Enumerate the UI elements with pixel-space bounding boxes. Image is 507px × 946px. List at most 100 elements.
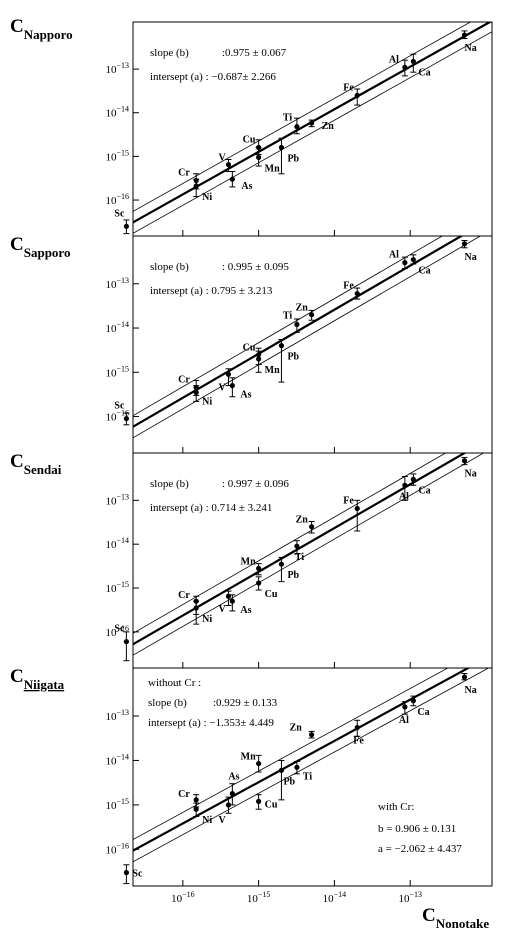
point-mn [256,154,262,160]
point-al [402,482,408,488]
label-fe: Fe [343,281,354,292]
label-sc: Sc [114,401,125,412]
label-ti: Ti [295,552,304,563]
point-al [402,704,408,710]
panel-ylabel: CNapporo [10,16,73,42]
label-cr: Cr [178,375,190,386]
fit-line [133,22,492,224]
point-pb [278,561,285,567]
panel-ylabel: CSendai [10,451,62,477]
annotation-slope: slope (b) [150,478,189,490]
label-sc: Sc [114,208,125,219]
label-cr: Cr [178,789,190,800]
label-cr: Cr [178,168,190,179]
label-as: As [228,772,239,783]
label-v: V [218,604,226,615]
label-pb: Pb [283,776,295,787]
label-ti: Ti [283,311,292,322]
point-zn [309,524,315,530]
label-ni: Ni [202,614,212,625]
panel-ylabel: CNiigata [10,666,65,692]
y-tick-label: 10−15 [105,148,129,163]
label-mn: Mn [241,752,256,763]
label-ca: Ca [418,67,430,78]
label-cu: Cu [243,343,256,354]
y-tick-label: 10−14 [105,752,129,767]
label-mn: Mn [265,163,280,174]
label-mn: Mn [241,556,256,567]
label-fe: Fe [343,82,354,93]
point-ni [193,389,199,396]
label-zn: Zn [296,303,309,314]
annotation-slope: slope (b) [148,697,187,709]
point-as [229,176,235,182]
label-pb: Pb [287,570,299,581]
point-v [225,161,232,168]
panel-frame [132,667,493,887]
label-mn: Mn [265,365,280,376]
fit-lines [133,22,492,234]
y-tick-label: 10−15 [105,797,129,812]
point-cu [256,798,262,804]
x-tick-label: 10−14 [323,890,347,905]
label-as: As [240,605,251,616]
point-na [461,458,468,464]
point-sc [123,638,129,645]
y-tick-label: 10−15 [105,580,129,595]
label-ni: Ni [202,396,212,407]
point-fe [354,724,360,731]
confidence-upper [133,453,447,634]
label-as: As [240,390,251,401]
label-cu: Cu [265,799,278,810]
y-tick-label: 10−14 [105,536,129,551]
x-tick-label: 10−15 [247,890,271,905]
label-sc: Sc [114,624,125,635]
label-fe: Fe [343,496,354,507]
point-zn [309,732,315,738]
annotation-slope: slope (b) [150,47,189,59]
fit-line [133,236,464,429]
annotation-intercept: intersept (a) : −0.687± 2.266 [150,71,276,83]
point-v [225,371,232,377]
confidence-upper [133,668,449,841]
point-pb [278,767,285,773]
point-sc [123,415,129,422]
label-sc: Sc [132,869,143,880]
y-tick-label: 10−13 [105,61,129,76]
annotation-slope-value: : 0.997 ± 0.096 [222,478,289,490]
point-as [229,383,235,389]
label-pb: Pb [287,352,299,363]
label-ca: Ca [417,707,429,718]
point-mn [256,760,262,767]
x-tick-label: 10−16 [171,890,195,905]
x-axis-label: CNonotake [422,905,489,931]
point-ni [193,183,199,189]
y-tick-label: 10−14 [105,320,129,335]
point-ca [410,58,416,65]
label-ca: Ca [418,485,430,496]
y-tick-label: 10−16 [105,624,129,639]
label-na: Na [464,685,476,696]
annotation-intercept: intersept (a) : −1.353± 4.449 [148,717,274,729]
point-as [229,790,235,797]
point-al [402,260,408,266]
annotation-with-cr-b: b = 0.906 ± 0.131 [378,823,456,835]
confidence-lower [133,31,492,234]
x-tick-label: 10−13 [398,890,422,905]
annotation-without-cr: without Cr : [148,677,201,689]
y-tick-label: 10−14 [105,105,129,120]
annotation-with-cr: with Cr: [378,801,414,813]
point-zn [309,312,315,318]
label-ca: Ca [418,266,430,277]
confidence-lower [133,236,482,439]
label-na: Na [464,43,476,54]
y-tick-label: 10−16 [105,841,129,856]
point-pb [278,343,285,349]
point-fe [354,505,360,512]
annotation-intercept: intersept (a) : 0.714 ± 3.241 [150,502,272,514]
point-fe [354,92,360,98]
y-tick-label: 10−15 [105,364,129,379]
label-fe: Fe [353,736,364,747]
label-v: V [218,382,226,393]
label-v: V [218,815,226,826]
